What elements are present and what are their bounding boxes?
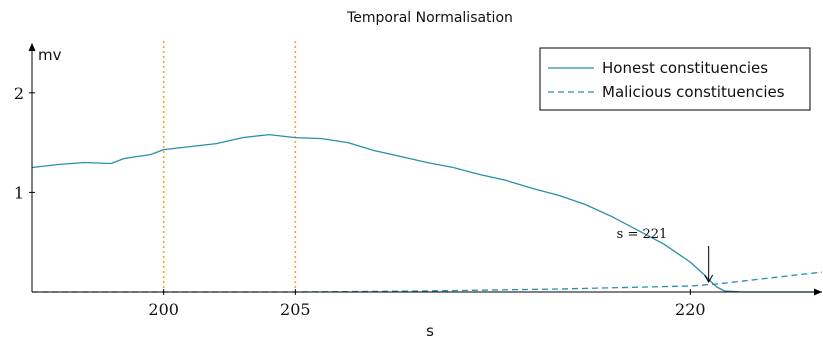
y-tick-label-1: 2 [14, 84, 24, 103]
x-tick-label-2: 220 [675, 300, 706, 319]
x-tick-label-1: 205 [280, 300, 311, 319]
x-axis-label: s [426, 322, 434, 340]
x-axis-arrow [814, 288, 822, 296]
chart-title: Temporal Normalisation [346, 10, 513, 26]
y-tick-label-0: 1 [14, 183, 24, 202]
legend-label-malicious: Malicious constituencies [602, 83, 785, 101]
series-line-0 [31, 133, 822, 293]
y-axis-label: mv [38, 46, 62, 64]
x-tick-label-0: 200 [148, 300, 179, 319]
annotation-arrow [704, 246, 714, 284]
series-layer [31, 133, 823, 293]
y-axis-arrow [28, 43, 36, 51]
ticks: 200 205 220 1 2 [14, 84, 706, 319]
legend-label-honest: Honest constituencies [602, 59, 768, 77]
annotation-label: s = 221 [617, 227, 668, 242]
legend-box [539, 47, 811, 111]
annotation-arrow-head [704, 274, 714, 284]
legend: Honest constituencies Malicious constitu… [539, 47, 811, 111]
vertical-markers [162, 41, 297, 292]
series-line-1 [32, 271, 823, 293]
